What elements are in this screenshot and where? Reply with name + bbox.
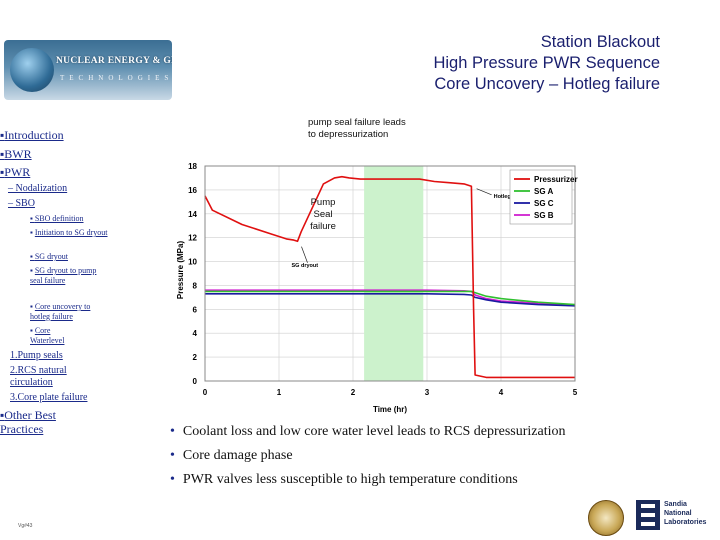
x-axis-label: Time (hr) [373,405,407,414]
annotation-sg-dryout: SG dryout [292,263,319,269]
sandia-mark-icon [636,500,660,530]
nav-pwr[interactable]: ▪PWR [0,165,31,179]
legend-label: SG B [534,211,554,220]
chart-legend: Pressurizer SG A SG C SG B [509,169,578,225]
sandia-logo-text: Sandia National Laboratories [664,501,707,526]
nav-pump-seals[interactable]: 1.Pump seals [10,350,63,361]
x-tick-label: 5 [573,388,578,397]
y-tick-label: 16 [188,186,197,195]
nav-core-uncovery[interactable]: ▪ Core uncovery to hotleg failure [30,302,91,321]
shaded-pump-seal-region [364,166,424,381]
y-tick-label: 12 [188,234,197,243]
heading-line-2: High Pressure PWR Sequence [433,54,660,72]
nav-introduction[interactable]: ▪Introduction [0,128,64,142]
y-tick-label: 8 [193,281,198,290]
y-tick-label: 4 [193,329,198,338]
heading-line-3: Core Uncovery – Hotleg failure [434,75,660,93]
bullet-icon: • [170,472,175,487]
bullet-icon: • [170,448,175,463]
x-tick-label: 3 [425,388,430,397]
page-number: Vg#43 [18,523,33,529]
y-tick-label: 14 [188,210,197,219]
x-tick-label: 0 [203,388,208,397]
bullet-icon: • [170,424,175,439]
chart-series [204,175,576,379]
y-axis-label: Pressure (MPa) [176,241,185,300]
doe-seal-icon [588,500,624,536]
y-tick-label: 0 [193,377,198,386]
bullet-item: • Coolant loss and low core water level l… [170,424,566,439]
x-tick-label: 1 [277,388,282,397]
nav-sbo[interactable]: – SBO [8,198,35,209]
globe-icon [10,48,54,92]
nav-sg-dryout-to-pump-seal[interactable]: ▪ SG dryout to pump seal failure [30,266,97,285]
legend-label: SG C [534,199,554,208]
annotation-arrow [476,188,492,196]
y-tick-label: 10 [188,258,197,267]
y-tick-label: 6 [193,305,198,314]
legend-label: Pressurizer [534,175,578,184]
legend-label: SG A [534,187,553,196]
nav-core-waterlevel[interactable]: ▪ Core Waterlevel [30,326,65,345]
nav-sbo-definition[interactable]: ▪ SBO definition [30,214,84,223]
annotation-pump-seal-failure: Pump Seal failure [310,197,336,232]
y-tick-label: 18 [188,162,197,171]
bullet-item: • Core damage phase [170,448,293,463]
nav-sg-dryout[interactable]: ▪ SG dryout [30,252,68,261]
nav-core-plate-failure[interactable]: 3.Core plate failure [10,392,88,403]
nav-initiation-to-sg-dryout[interactable]: ▪ Initiation to SG dryout [30,228,108,237]
series-line-pressurizer [204,175,575,379]
series-line-sg-c [205,293,576,307]
x-tick-label: 2 [351,388,356,397]
nav-nodalization[interactable]: – Nodalization [8,183,68,194]
plot-frame [204,165,576,382]
annotation-depressurization: pump seal failure leads to depressurizat… [308,117,406,140]
y-tick-label: 2 [193,353,198,362]
nav-other-best-practices[interactable]: ▪Other Best Practices [0,408,56,436]
nav-rcs-natural-circulation[interactable]: 2.RCS natural circulation [10,365,67,388]
heading-line-1: Station Blackout [540,33,660,51]
annotation-arrow [301,246,308,263]
logo-title: NUCLEAR ENERGY & GLOBAL SECURITY [56,56,172,66]
bullet-item: • PWR valves less susceptible to high tem… [170,472,518,487]
x-tick-label: 4 [499,388,504,397]
slide-heading: Station Blackout High Pressure PWR Seque… [433,32,660,95]
series-line-sg-b [205,289,576,307]
nuclear-energy-logo: NUCLEAR ENERGY & GLOBAL SECURITY TECHNOL… [4,40,172,100]
logo-subtitle: TECHNOLOGIES [60,74,172,82]
nav-bwr[interactable]: ▪BWR [0,147,32,161]
